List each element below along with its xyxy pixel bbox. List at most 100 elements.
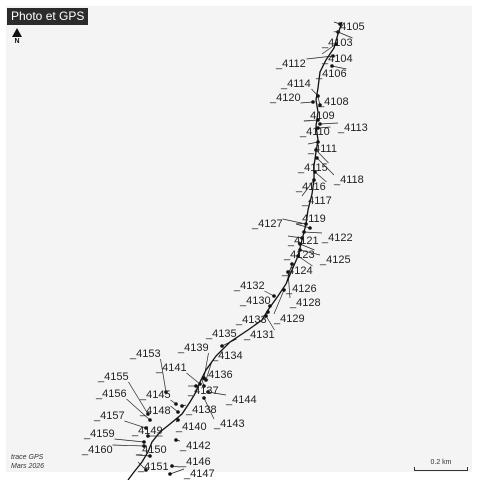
photo-point-marker[interactable] xyxy=(296,254,300,258)
photo-point-marker[interactable] xyxy=(194,384,198,388)
photo-point-marker[interactable] xyxy=(168,472,172,476)
photo-point-marker[interactable] xyxy=(266,310,270,314)
photo-point-marker[interactable] xyxy=(148,454,152,458)
photo-point-label: _4126 xyxy=(285,283,317,295)
photo-point-marker[interactable] xyxy=(204,378,208,382)
leader-line xyxy=(299,243,315,251)
leader-line xyxy=(160,358,167,393)
photo-point-marker[interactable] xyxy=(148,418,152,422)
photo-point-marker[interactable] xyxy=(330,64,334,68)
photo-point-marker[interactable] xyxy=(170,464,174,468)
leader-line xyxy=(112,444,145,447)
photo-point-marker[interactable] xyxy=(318,122,322,126)
photo-point-marker[interactable] xyxy=(164,390,168,394)
photo-point-label: _4149 xyxy=(131,425,163,437)
photo-point-label: _4159 xyxy=(83,428,115,440)
photo-point-marker[interactable] xyxy=(304,222,308,226)
photo-point-marker[interactable] xyxy=(176,418,180,422)
photo-point-marker[interactable] xyxy=(290,262,294,266)
photo-point-marker[interactable] xyxy=(146,412,150,416)
photo-point-marker[interactable] xyxy=(308,226,312,230)
leader-line xyxy=(273,289,285,315)
photo-point-marker[interactable] xyxy=(206,390,210,394)
photo-point-marker[interactable] xyxy=(316,118,320,122)
leader-line xyxy=(169,468,185,475)
photo-point-marker[interactable] xyxy=(298,248,302,252)
photo-point-marker[interactable] xyxy=(272,294,276,298)
photo-point-label: _4127 xyxy=(251,218,283,230)
photo-point-label: _4136 xyxy=(201,369,233,381)
photo-point-marker[interactable] xyxy=(282,288,286,292)
leader-line xyxy=(135,454,151,457)
photo-point-marker[interactable] xyxy=(286,270,290,274)
photo-point-label: _4128 xyxy=(289,297,321,309)
photo-point-marker[interactable] xyxy=(144,468,148,472)
north-label: N xyxy=(14,38,20,45)
photo-point-marker[interactable] xyxy=(336,30,340,34)
leader-line xyxy=(265,315,275,331)
photo-point-label: _4148 xyxy=(139,405,171,417)
photo-point-marker[interactable] xyxy=(264,314,268,318)
photo-point-marker[interactable] xyxy=(176,410,180,414)
photo-point-label: _4104 xyxy=(321,53,353,65)
photo-point-label: _4150 xyxy=(135,444,167,456)
caption-line-1: trace GPS xyxy=(11,454,44,461)
photo-point-marker[interactable] xyxy=(268,304,272,308)
photo-point-marker[interactable] xyxy=(300,236,304,240)
photo-point-marker[interactable] xyxy=(202,396,206,400)
photo-point-marker[interactable] xyxy=(180,404,184,408)
photo-point-marker[interactable] xyxy=(312,178,316,182)
photo-point-marker[interactable] xyxy=(316,94,320,98)
photo-point-marker[interactable] xyxy=(142,440,146,444)
leader-line xyxy=(321,43,337,55)
photo-point-marker[interactable] xyxy=(338,22,342,26)
photo-point-marker[interactable] xyxy=(318,103,322,107)
leader-line xyxy=(287,235,303,239)
photo-point-label: _4151 xyxy=(137,461,169,473)
photo-point-label: _4138 xyxy=(185,404,217,416)
leader-line xyxy=(203,397,215,420)
photo-point-marker[interactable] xyxy=(302,230,306,234)
leader-line xyxy=(299,249,321,256)
photo-point-marker[interactable] xyxy=(316,126,320,130)
leader-line xyxy=(314,171,327,183)
scale-label: 0.2 km xyxy=(430,459,452,466)
leader-line xyxy=(114,438,145,443)
photo-point-marker[interactable] xyxy=(144,426,148,430)
photo-point-marker[interactable] xyxy=(146,434,150,438)
photo-point-label: _4120 xyxy=(269,92,301,104)
photo-labels: _4105 _4103 _4104 _4112 _4106 _4114 _4120 _4108… xyxy=(81,21,368,480)
photo-point-label: _4110 xyxy=(299,126,330,138)
leader-line xyxy=(315,149,329,164)
photo-point-label: _4123 xyxy=(283,249,315,261)
photo-point-label: _4124 xyxy=(281,265,313,277)
photo-point-marker[interactable] xyxy=(313,170,317,174)
photo-point-label: _4140 xyxy=(175,421,207,433)
photo-point-marker[interactable] xyxy=(198,382,202,386)
photo-point-marker[interactable] xyxy=(220,344,224,348)
photo-point-marker[interactable] xyxy=(311,100,315,104)
photo-point-marker[interactable] xyxy=(315,156,319,160)
photo-point-marker[interactable] xyxy=(298,242,302,246)
photo-point-marker[interactable] xyxy=(314,148,318,152)
photo-point-label: _4157 xyxy=(93,410,125,422)
photo-point-marker[interactable] xyxy=(202,384,206,388)
photo-point-marker[interactable] xyxy=(142,444,146,448)
photo-point-marker[interactable] xyxy=(316,140,320,144)
leader-line xyxy=(319,122,339,125)
photo-point-marker[interactable] xyxy=(174,402,178,406)
photo-point-marker[interactable] xyxy=(174,438,178,442)
leader-line xyxy=(297,255,313,267)
photo-point-label: _4156 xyxy=(95,388,127,400)
photo-point-label: _4112 xyxy=(275,58,306,70)
leader-line xyxy=(301,179,315,197)
photo-point-marker[interactable] xyxy=(331,54,335,58)
leader-line xyxy=(300,101,314,104)
photo-point-label: _4119 xyxy=(295,213,326,225)
photo-point-marker[interactable] xyxy=(334,42,338,46)
photo-point-label: _4134 xyxy=(211,350,243,362)
photo-point-label: _4160 xyxy=(81,444,113,456)
leader-line xyxy=(126,398,151,421)
